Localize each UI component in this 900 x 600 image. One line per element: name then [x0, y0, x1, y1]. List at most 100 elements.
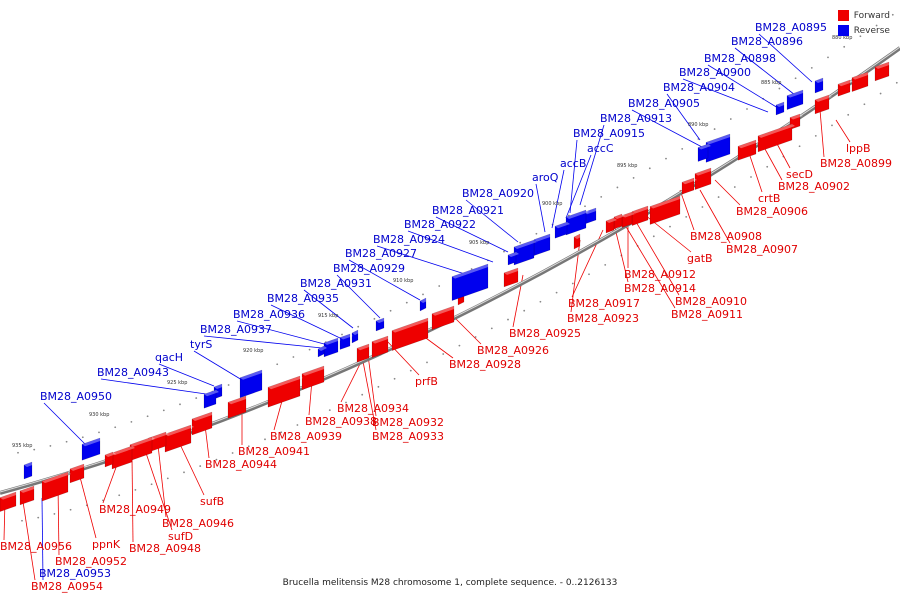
gene-qach[interactable]: qacH	[155, 351, 183, 364]
forward-gene-label[interactable]: BM28_A0907	[726, 243, 798, 256]
forward-gene-shape[interactable]	[147, 431, 169, 453]
forward-gene-label[interactable]: lppB	[846, 142, 871, 155]
reverse-gene-label[interactable]: BM28_A0937	[200, 323, 272, 336]
gene-bm28-a0936[interactable]: BM28_A0936	[233, 308, 305, 321]
forward-gene-label[interactable]: gatB	[687, 252, 713, 265]
gene-bm28-a0898[interactable]: BM28_A0898	[704, 52, 776, 65]
forward-gene-shape[interactable]	[41, 471, 71, 502]
forward-gene-label[interactable]: BM28_A0952	[55, 555, 127, 568]
gene-ppnk[interactable]: ppnK	[92, 538, 121, 551]
forward-gene-label[interactable]: sufD	[168, 530, 193, 543]
forward-gene-label[interactable]: ppnK	[92, 538, 121, 551]
forward-gene-label[interactable]: BM28_A0899	[820, 157, 892, 170]
gene-bm28-a0914[interactable]: BM28_A0914	[624, 282, 696, 295]
reverse-gene-shape[interactable]	[697, 143, 711, 162]
reverse-gene-label[interactable]: BM28_A0905	[628, 97, 700, 110]
forward-gene-shape[interactable]	[267, 375, 303, 408]
reverse-gene-shape[interactable]	[786, 89, 806, 110]
reverse-gene-label[interactable]: BM28_A0935	[267, 292, 339, 305]
gene-bm28-a0904[interactable]: BM28_A0904	[663, 81, 735, 94]
forward-gene-shape[interactable]	[837, 79, 853, 97]
forward-gene-label[interactable]: BM28_A0926	[477, 344, 549, 357]
forward-gene-shape[interactable]	[431, 305, 457, 331]
forward-gene-label[interactable]: BM28_A0932	[372, 416, 444, 429]
forward-gene-shape[interactable]	[129, 436, 155, 462]
forward-gene-shape[interactable]	[391, 317, 431, 351]
gene-bm28-a0956[interactable]: BM28_A0956	[0, 540, 72, 553]
forward-gene-label[interactable]: BM28_A0934	[337, 402, 409, 415]
reverse-gene-shape[interactable]	[203, 389, 219, 409]
reverse-gene-label[interactable]: BM28_A0904	[663, 81, 735, 94]
gene-gatb[interactable]: gatB	[687, 252, 713, 265]
gene-bm28-a0921[interactable]: BM28_A0921	[432, 204, 504, 217]
forward-gene-label[interactable]: BM28_A0917	[568, 297, 640, 310]
reverse-gene-label[interactable]: BM28_A0915	[573, 127, 645, 140]
forward-gene-label[interactable]: BM28_A0906	[736, 205, 808, 218]
forward-gene-shape[interactable]	[69, 463, 87, 484]
reverse-gene-label[interactable]: BM28_A0921	[432, 204, 504, 217]
reverse-gene-shape[interactable]	[339, 333, 353, 350]
gene-bm28-a0896[interactable]: BM28_A0896	[731, 35, 803, 48]
forward-gene-shape[interactable]	[227, 395, 249, 419]
gene-bm28-a0910[interactable]: BM28_A0910	[675, 295, 747, 308]
forward-gene-shape[interactable]	[814, 94, 832, 115]
forward-gene-label[interactable]: BM28_A0928	[449, 358, 521, 371]
reverse-gene-shape[interactable]	[451, 263, 491, 301]
forward-gene-label[interactable]: secD	[786, 168, 813, 181]
reverse-gene-label[interactable]: accC	[587, 142, 614, 155]
forward-gene-label[interactable]: BM28_A0938	[305, 415, 377, 428]
reverse-gene-shape[interactable]	[317, 345, 327, 358]
gene-lppb[interactable]: lppB	[846, 142, 871, 155]
gene-aroq[interactable]: aroQ	[532, 171, 559, 184]
forward-gene-label[interactable]: BM28_A0939	[270, 430, 342, 443]
reverse-gene-label[interactable]: BM28_A0898	[704, 52, 776, 65]
forward-gene-shape[interactable]	[605, 217, 617, 234]
gene-bm28-a0920[interactable]: BM28_A0920	[462, 187, 534, 200]
gene-bm28-a0917[interactable]: BM28_A0917	[568, 297, 640, 310]
reverse-gene-label[interactable]: BM28_A0931	[300, 277, 372, 290]
reverse-gene-shape[interactable]	[375, 317, 387, 332]
forward-gene-label[interactable]: BM28_A0944	[205, 458, 277, 471]
forward-gene-label[interactable]: BM28_A0956	[0, 540, 72, 553]
gene-bm28-a0923[interactable]: BM28_A0923	[567, 312, 639, 325]
reverse-gene-shape[interactable]	[419, 297, 429, 312]
forward-gene-shape[interactable]	[631, 205, 651, 226]
gene-bm28-a0937[interactable]: BM28_A0937	[200, 323, 272, 336]
gene-crtb[interactable]: crtB	[758, 192, 780, 205]
forward-gene-shape[interactable]	[191, 411, 215, 436]
forward-gene-shape[interactable]	[503, 267, 521, 288]
forward-gene-label[interactable]: BM28_A0954	[31, 580, 103, 593]
reverse-gene-label[interactable]: BM28_A0900	[679, 66, 751, 79]
gene-bm28-a0944[interactable]: BM28_A0944	[205, 458, 277, 471]
forward-gene-shape[interactable]	[164, 424, 194, 453]
reverse-gene-shape[interactable]	[583, 207, 599, 225]
reverse-gene-shape[interactable]	[705, 133, 733, 163]
reverse-gene-label[interactable]: BM28_A0936	[233, 308, 305, 321]
gene-bm28-a0950[interactable]: BM28_A0950	[40, 390, 112, 403]
forward-gene-label[interactable]: BM28_A0923	[567, 312, 639, 325]
reverse-gene-shape[interactable]	[239, 369, 265, 399]
forward-gene-shape[interactable]	[356, 343, 372, 363]
forward-gene-shape[interactable]	[649, 195, 683, 225]
gene-bm28-a0895[interactable]: BM28_A0895	[755, 21, 827, 34]
gene-secd[interactable]: secD	[786, 168, 813, 181]
reverse-gene-shape[interactable]	[814, 77, 826, 94]
gene-bm28-a0953[interactable]: BM28_A0953	[39, 567, 111, 580]
reverse-gene-label[interactable]: BM28_A0920	[462, 187, 534, 200]
forward-gene-label[interactable]: BM28_A0908	[690, 230, 762, 243]
forward-gene-shape[interactable]	[111, 445, 135, 470]
forward-gene-shape[interactable]	[874, 61, 892, 82]
gene-accc[interactable]: accC	[587, 142, 614, 155]
reverse-gene-shape[interactable]	[775, 101, 787, 116]
gene-bm28-a0928[interactable]: BM28_A0928	[449, 358, 521, 371]
forward-gene-label[interactable]: BM28_A0941	[238, 445, 310, 458]
reverse-gene-shape[interactable]	[565, 209, 589, 236]
forward-gene-label[interactable]: BM28_A0912	[624, 268, 696, 281]
gene-tyrs[interactable]: tyrS	[190, 338, 212, 351]
reverse-gene-label[interactable]: BM28_A0927	[345, 247, 417, 260]
gene-bm28-a0912[interactable]: BM28_A0912	[624, 268, 696, 281]
gene-bm28-a0935[interactable]: BM28_A0935	[267, 292, 339, 305]
reverse-gene-label[interactable]: BM28_A0896	[731, 35, 803, 48]
gene-bm28-a0913[interactable]: BM28_A0913	[600, 112, 672, 125]
gene-bm28-a0952[interactable]: BM28_A0952	[55, 555, 127, 568]
